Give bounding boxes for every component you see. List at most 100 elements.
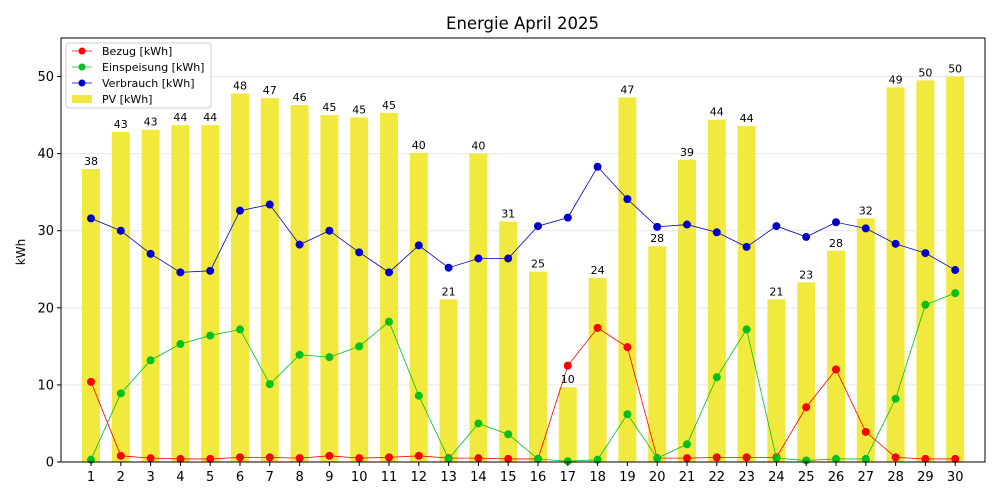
pv-bar — [82, 169, 100, 462]
data-label-layer: 38 43 43 44 44 48 47 46 45 45 45 40 21 40 31 25 10 24 47 28… — [84, 63, 962, 387]
verbrauch-point — [683, 220, 691, 229]
pv-bar-label: 23 — [799, 268, 813, 281]
pv-bar-label: 38 — [84, 155, 98, 168]
verbrauch-point — [87, 214, 95, 223]
x-tick-label: 14 — [470, 470, 487, 485]
pv-bar-label: 39 — [680, 146, 694, 159]
verbrauch-point — [265, 200, 274, 209]
bezug-point — [832, 365, 840, 374]
bezug-point — [355, 454, 364, 463]
pv-bar-label: 10 — [561, 373, 575, 386]
einspeisung-point — [176, 340, 185, 349]
x-tick-label: 13 — [440, 470, 457, 485]
y-tick-label: 50 — [37, 70, 54, 85]
pv-bar — [409, 152, 428, 462]
pv-bar-label: 45 — [322, 101, 336, 114]
bezug-point — [802, 403, 811, 412]
x-tick-label: 25 — [798, 470, 815, 485]
einspeisung-point — [444, 454, 453, 463]
pv-bar-label: 43 — [144, 116, 158, 129]
pv-bar — [648, 246, 667, 462]
x-tick-label: 2 — [117, 470, 125, 485]
einspeisung-point — [891, 394, 900, 403]
bezug-point — [265, 453, 274, 462]
x-tick-label: 17 — [560, 470, 577, 485]
verbrauch-point — [385, 268, 393, 277]
pv-bar-label: 21 — [442, 285, 456, 298]
verbrauch-point — [355, 248, 364, 257]
einspeisung-point — [206, 331, 215, 340]
legend-marker-swatch — [78, 47, 86, 55]
legend-marker-swatch — [78, 79, 86, 87]
bezug-point — [295, 454, 304, 463]
x-tick-label: 7 — [266, 470, 274, 485]
legend-label: Einspeisung [kWh] — [102, 61, 204, 74]
x-tick-label: 30 — [947, 470, 964, 485]
bezug-point — [683, 454, 691, 463]
bezug-point — [116, 451, 125, 460]
pv-bar — [141, 129, 160, 463]
chart-title: Energie April 2025 — [446, 14, 599, 33]
bar-layer — [82, 76, 965, 463]
legend-entry-bezug: Bezug [kWh] — [72, 45, 172, 58]
einspeisung-point — [355, 342, 364, 351]
verbrauch-point — [861, 224, 870, 233]
einspeisung-point — [563, 457, 572, 466]
bezug-point — [325, 451, 334, 460]
pv-bar-label: 40 — [471, 140, 485, 153]
pv-bar — [737, 125, 756, 462]
pv-bar-label: 40 — [412, 139, 426, 152]
bezug-point — [146, 454, 155, 463]
legend-entry-einspeisung: Einspeisung [kWh] — [72, 61, 204, 74]
verbrauch-point — [474, 254, 483, 263]
pv-bar-label: 47 — [263, 84, 277, 97]
y-tick-label: 20 — [37, 301, 54, 316]
pv-bar-label: 45 — [352, 103, 366, 116]
einspeisung-point — [414, 391, 423, 400]
pv-bar-label: 28 — [650, 232, 664, 245]
y-tick-label: 30 — [37, 224, 54, 239]
verbrauch-point — [236, 206, 244, 215]
verbrauch-point — [593, 162, 602, 171]
verbrauch-point — [534, 222, 542, 231]
pv-bar — [916, 80, 935, 463]
bezug-point — [623, 343, 632, 352]
bezug-point — [176, 454, 185, 463]
einspeisung-point — [921, 300, 930, 309]
verbrauch-point — [116, 226, 125, 235]
pv-bar-label: 25 — [531, 258, 545, 271]
einspeisung-point — [712, 373, 721, 382]
pv-bar-label: 31 — [501, 207, 515, 220]
verbrauch-point — [504, 254, 513, 263]
pv-bar — [588, 277, 607, 462]
bezug-point — [563, 361, 572, 370]
x-tick-label: 21 — [679, 470, 696, 485]
verbrauch-point — [653, 222, 662, 231]
plot-frame — [60, 37, 986, 463]
bezug-point — [742, 453, 751, 462]
legend-entry-pv: PV [kWh] — [72, 93, 152, 106]
pv-bar — [201, 125, 220, 462]
pv-bar-label: 44 — [173, 111, 187, 124]
pv-bar — [529, 271, 547, 462]
x-tick-label: 11 — [381, 470, 398, 485]
pv-bar-label: 50 — [918, 66, 932, 79]
legend-box — [65, 42, 212, 109]
pv-bar — [827, 250, 845, 462]
einspeisung-point — [504, 430, 513, 439]
bezug-point — [951, 454, 960, 463]
x-tick-label: 8 — [295, 470, 303, 485]
bezug-line — [90, 327, 956, 460]
legend-bar-swatch — [72, 95, 92, 103]
einspeisung-point — [265, 380, 274, 389]
verbrauch-point — [891, 239, 900, 248]
einspeisung-point — [534, 454, 542, 463]
x-tick-label: 1 — [87, 470, 95, 485]
legend-marker-swatch — [78, 63, 86, 71]
einspeisung-point — [385, 317, 393, 326]
einspeisung-point — [951, 289, 960, 298]
verbrauch-point — [802, 232, 811, 241]
pv-bar-label: 47 — [620, 83, 634, 96]
